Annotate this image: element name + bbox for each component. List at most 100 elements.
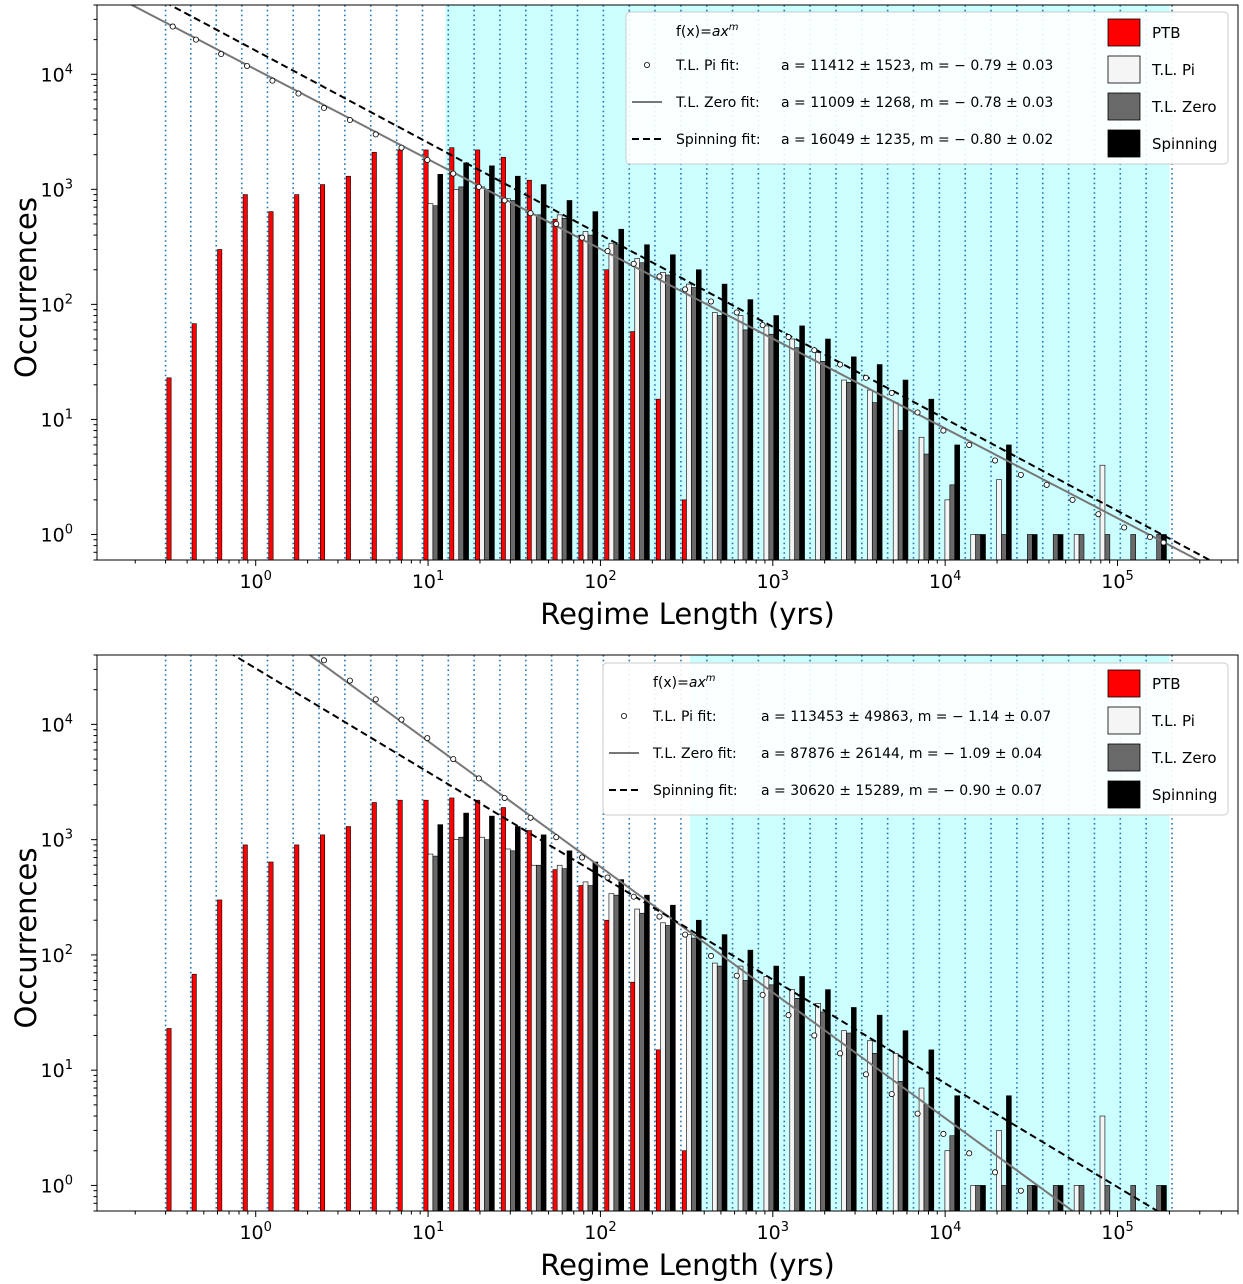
bar-tl-zero [691, 287, 697, 560]
legend: f(x)=axm T.L. Pi fit: a = 113453 ± 49863, … [602, 662, 1229, 816]
bar-tl-pi [841, 379, 847, 560]
bar-tl-pi [763, 976, 770, 1211]
bar-ptb [681, 1150, 687, 1211]
tl-pi-fit-point [424, 156, 431, 163]
bar-tl-zero [639, 912, 645, 1211]
bar-ptb [242, 844, 248, 1211]
bar-spinning [696, 919, 702, 1211]
tl-pi-fit-point [785, 334, 792, 341]
tl-pi-fit-point [553, 220, 560, 227]
tl-pi-fit-point [992, 1169, 999, 1176]
tl-pi-fit-point [733, 972, 740, 979]
legend-ptb-swatch [1107, 669, 1141, 698]
tl-pi-fit-point [501, 197, 508, 204]
bar-ptb [681, 499, 687, 560]
bar-spinning [618, 228, 625, 560]
bar-spinning [566, 850, 573, 1211]
bar-spinning [876, 1014, 883, 1211]
bar-tl-pi [867, 1040, 873, 1211]
bar-tl-pi [505, 848, 511, 1211]
x-tick-label: 102 [584, 1220, 616, 1244]
legend-fit-formula: a = 11412 ± 1523, m = − 0.79 ± 0.03 [781, 58, 1053, 74]
legend-tl-pi-fit-marker [644, 62, 651, 69]
bar-spinning [540, 834, 547, 1211]
bar-ptb [268, 211, 274, 560]
tl-pi-fit-point [169, 23, 176, 30]
legend-fit-label: Spinning fit: [676, 132, 761, 148]
bar-spinning [437, 824, 444, 1211]
bar-tl-zero [484, 189, 490, 560]
bar-spinning [851, 1007, 857, 1211]
bar-spinning [515, 826, 521, 1211]
legend-tl-zero-swatch [1107, 743, 1141, 772]
legend-box [602, 662, 1229, 816]
tl-pi-fit-point [940, 427, 947, 434]
bar-tl-zero [561, 868, 568, 1211]
bar-ptb [268, 861, 274, 1211]
legend-tl-pi-fit-marker [621, 713, 628, 720]
tl-pi-fit-point [372, 131, 379, 138]
bar-tl-zero [535, 214, 542, 560]
tl-pi-fit-point [527, 210, 534, 217]
x-tick-label: 102 [584, 569, 616, 593]
bar-tl-pi [841, 1030, 847, 1211]
bar-tl-zero [1156, 1185, 1162, 1211]
tl-pi-fit-point [630, 893, 637, 900]
bar-ptb [166, 1028, 172, 1211]
bar-tl-zero [665, 274, 671, 560]
legend-box [625, 11, 1229, 165]
bar-tl-pi [892, 1053, 899, 1211]
bar-spinning [437, 174, 444, 560]
bar-ptb [320, 184, 326, 560]
bar-ptb [397, 149, 403, 560]
tl-pi-fit-point [346, 677, 353, 684]
bar-spinning [928, 1049, 935, 1211]
bar-ptb [371, 151, 377, 560]
tl-pi-fit-point [888, 1091, 895, 1098]
legend-fit-formula: a = 16049 ± 1235, m = − 0.80 ± 0.02 [781, 132, 1053, 148]
y-tick-label: 104 [41, 712, 73, 736]
y-tick-label: 103 [41, 828, 73, 852]
bar-tl-pi [815, 352, 821, 560]
tl-pi-fit-point [372, 696, 379, 703]
bar-tl-zero [742, 980, 749, 1211]
bar-tl-zero [432, 205, 439, 560]
tl-pi-fit-point [940, 1130, 947, 1137]
bar-spinning [1161, 534, 1167, 560]
bar-ptb [500, 156, 506, 560]
bar-ptb [397, 799, 403, 1211]
bar-tl-zero [561, 217, 568, 560]
bar-tl-zero [794, 347, 800, 560]
bar-spinning [954, 1095, 960, 1211]
bar-tl-pi [970, 534, 976, 560]
bar-spinning [980, 534, 986, 560]
tl-pi-fit-point [1146, 534, 1153, 541]
bar-tl-pi [712, 312, 718, 560]
bar-tl-pi [505, 198, 511, 560]
bar-ptb [526, 179, 532, 560]
bar-tl-zero [742, 329, 749, 560]
bar-tl-pi [918, 1087, 925, 1211]
chart-panel-2: 100 101 102 103 104 105 100 101 102 103 104 Regime … [9, 654, 1239, 1282]
legend-fit-header: f(x)=axm [676, 22, 739, 40]
tl-pi-fit-point [759, 322, 766, 329]
bar-tl-zero [949, 484, 956, 560]
tl-pi-fit-point [914, 409, 921, 416]
bar-spinning [670, 254, 676, 560]
bar-tl-zero [665, 925, 671, 1211]
y-axis-label: Occurrences [9, 197, 43, 378]
y-tick-label: 101 [41, 407, 73, 431]
tl-pi-fit-point [708, 298, 715, 305]
bar-spinning [515, 175, 521, 560]
bar-tl-pi [582, 231, 589, 560]
tl-pi-fit-point [424, 735, 431, 742]
legend-spinning-label: Spinning [1152, 135, 1217, 153]
tl-pi-fit-point [475, 183, 482, 190]
tl-pi-fit-point [759, 991, 766, 998]
bar-tl-zero [1001, 534, 1007, 560]
bar-tl-pi [686, 934, 692, 1211]
bar-tl-zero [923, 453, 930, 560]
x-tick-label: 103 [757, 1220, 789, 1244]
bar-tl-zero [535, 864, 542, 1211]
bar-tl-zero [510, 200, 516, 560]
